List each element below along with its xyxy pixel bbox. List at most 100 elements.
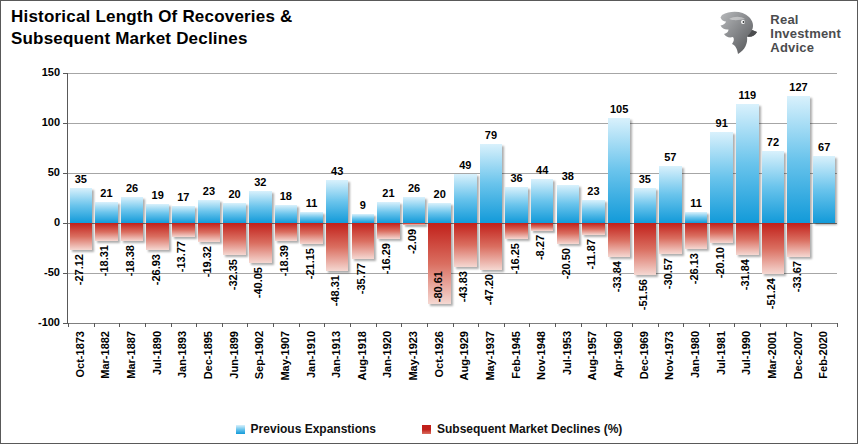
bar-decline xyxy=(172,223,195,237)
brand-line: Real xyxy=(770,13,841,27)
bar-decline xyxy=(608,223,631,257)
decline-value-label: -2.09 xyxy=(407,229,418,254)
x-axis-tick xyxy=(760,323,761,327)
bar-decline xyxy=(710,223,733,243)
x-tick-label: Oct-1873 xyxy=(74,331,86,377)
x-axis-tick xyxy=(453,323,454,327)
x-axis-tick xyxy=(119,323,120,327)
x-axis-tick xyxy=(222,323,223,327)
bar-value-label: 20 xyxy=(217,188,253,200)
x-axis-tick xyxy=(171,323,172,327)
bar-value-label: 43 xyxy=(319,165,355,177)
bar-value-label: 127 xyxy=(781,81,817,93)
decline-value-label: -18.39 xyxy=(279,245,290,276)
x-tick-label: Sep-1902 xyxy=(253,331,265,379)
bar-decline xyxy=(454,223,477,267)
bar-expansion xyxy=(95,202,118,223)
x-axis-tick xyxy=(427,323,428,327)
bar-value-label: 119 xyxy=(729,89,765,101)
bar-value-label: 79 xyxy=(473,129,509,141)
x-tick-label: Jan-1920 xyxy=(381,331,393,378)
bar-decline xyxy=(70,223,93,250)
bar-decline xyxy=(582,223,605,235)
x-tick-label: Jan-1913 xyxy=(330,331,342,378)
decline-value-label: -26.93 xyxy=(151,254,162,285)
bar-expansion xyxy=(710,132,733,223)
decline-value-label: -32.35 xyxy=(228,259,239,290)
bar-decline xyxy=(736,223,759,255)
legend-label-expansions: Previous Expanstions xyxy=(251,422,376,436)
bar-value-label: 72 xyxy=(755,136,791,148)
x-axis-tick xyxy=(273,323,274,327)
bar-decline xyxy=(531,223,554,231)
x-axis-tick xyxy=(581,323,582,327)
bar-expansion xyxy=(505,187,528,223)
bar-value-label: 49 xyxy=(447,159,483,171)
y-tick-label: 150 xyxy=(24,66,60,78)
bar-decline xyxy=(685,223,708,249)
x-tick-label: Dec-1895 xyxy=(202,331,214,379)
decline-value-label: -35.77 xyxy=(356,263,367,294)
decline-value-label: -80.61 xyxy=(433,271,444,302)
bar-value-label: 11 xyxy=(678,197,714,209)
x-tick-label: Aug-1929 xyxy=(458,331,470,381)
y-tick-label: 0 xyxy=(24,216,60,228)
bar-decline xyxy=(352,223,375,259)
bar-expansion xyxy=(223,203,246,223)
bar-expansion xyxy=(582,200,605,223)
x-tick-label: Oct-1926 xyxy=(433,331,445,377)
x-axis-tick xyxy=(555,323,556,327)
bar-value-label: 38 xyxy=(550,170,586,182)
bar-expansion xyxy=(172,206,195,223)
bar-expansion xyxy=(352,214,375,223)
x-tick-label: Jan-1893 xyxy=(176,331,188,378)
bar-decline xyxy=(762,223,785,274)
x-tick-label: Mar-1882 xyxy=(99,331,111,379)
bar-decline xyxy=(505,223,528,239)
bar-decline xyxy=(95,223,118,241)
legend: Previous Expanstions Subsequent Market D… xyxy=(1,422,857,436)
x-axis-tick xyxy=(606,323,607,327)
bar-decline xyxy=(480,223,503,270)
decline-value-label: -20.10 xyxy=(715,247,726,278)
x-tick-label: Dec-1969 xyxy=(638,331,650,379)
bar-value-label: 67 xyxy=(806,141,842,153)
bar-value-label: 91 xyxy=(704,117,740,129)
decline-value-label: -13.77 xyxy=(176,241,187,272)
decline-value-label: -33.84 xyxy=(612,261,623,292)
bar-value-label: 9 xyxy=(345,199,381,211)
brand-line: Investment xyxy=(770,27,841,41)
bar-decline xyxy=(249,223,272,263)
legend-label-declines: Subsequent Market Declines (%) xyxy=(437,422,622,436)
bar-decline xyxy=(377,223,400,239)
decline-value-label: -31.84 xyxy=(740,259,751,290)
decline-value-label: -47.20 xyxy=(484,274,495,305)
gridline xyxy=(68,73,837,74)
x-tick-label: Jul-1890 xyxy=(151,331,163,375)
x-axis-tick xyxy=(401,323,402,327)
x-tick-label: Jan-1910 xyxy=(305,331,317,378)
bar-expansion xyxy=(762,151,785,223)
bar-expansion xyxy=(146,204,169,223)
x-axis-tick xyxy=(504,323,505,327)
bar-decline xyxy=(557,223,580,244)
x-tick-label: Nov-1973 xyxy=(663,331,675,380)
decline-value-label: -43.83 xyxy=(458,271,469,302)
decline-value-label: -51.24 xyxy=(766,278,777,309)
bar-value-label: 57 xyxy=(652,151,688,163)
x-axis-tick xyxy=(709,323,710,327)
x-axis-tick xyxy=(683,323,684,327)
x-tick-label: Jan-1980 xyxy=(689,331,701,378)
plot-area: 150100500-50-10035-27.12Oct-187321-18.31… xyxy=(68,73,837,323)
brand-name: Real Investment Advice xyxy=(770,13,841,56)
bar-decline xyxy=(326,223,349,271)
x-axis-tick xyxy=(658,323,659,327)
decline-value-label: -8.27 xyxy=(535,235,546,260)
x-tick-label: May-1923 xyxy=(407,331,419,381)
decline-value-label: -48.31 xyxy=(330,275,341,306)
bar-decline xyxy=(659,223,682,254)
decline-value-label: -51.56 xyxy=(638,279,649,310)
bar-expansion xyxy=(300,212,323,223)
decline-value-label: -16.25 xyxy=(510,243,521,274)
x-tick-label: Jun-1899 xyxy=(228,331,240,379)
